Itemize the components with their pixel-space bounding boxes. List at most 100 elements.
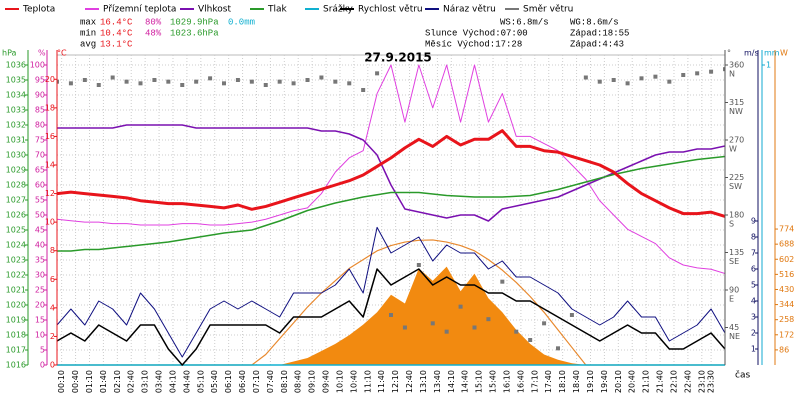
series-point (583, 75, 588, 80)
compass-label: NW (729, 107, 743, 116)
y-tick-label: 8 (50, 246, 55, 255)
x-tick-label: 04:40 (182, 370, 191, 393)
y-tick-label: 1028 (6, 181, 26, 190)
y-tick-label: 1030 (6, 151, 26, 160)
series-point (444, 329, 449, 334)
y-tick-label: 1022 (6, 271, 26, 280)
x-tick-label: 12:10 (391, 370, 400, 393)
x-tick-label: 14:40 (461, 370, 470, 393)
x-tick-label: 05:10 (196, 370, 205, 393)
stat-text: 80% (145, 17, 162, 27)
axis-unit: m/s (744, 49, 759, 58)
x-tick-label: 03:10 (141, 370, 150, 393)
astro-text: WS:6.8m/s (500, 17, 549, 27)
x-tick-label: 11:10 (363, 370, 372, 393)
y-tick-label: 12 (45, 189, 55, 198)
x-tick-label: 22:40 (683, 370, 692, 393)
y-tick-label: 602 (779, 255, 794, 264)
stat-text: max (80, 17, 96, 27)
axis-unit: ° (727, 49, 731, 58)
axis-unit: mm (764, 49, 780, 58)
series-line (57, 226, 725, 358)
y-tick-label: 10 (35, 331, 45, 340)
y-tick-label: 30 (35, 271, 45, 280)
series-point (416, 263, 421, 267)
y-tick-label: 1025 (6, 226, 26, 235)
legend-label: Náraz větru (443, 5, 496, 15)
astro-text: Slunce Východ:07:00 (425, 28, 528, 38)
series-point (556, 346, 560, 351)
axis-unit: % (38, 49, 46, 58)
series-point (695, 71, 700, 76)
series-point (375, 71, 380, 76)
series-point (180, 83, 185, 87)
y-tick-label: 1017 (6, 346, 26, 355)
y-tick-label: 65 (35, 166, 45, 175)
legend-label: Vlhkost (198, 5, 231, 15)
compass-label: E (729, 295, 734, 304)
x-tick-label: 01:40 (99, 370, 108, 393)
x-tick-label: 23:30 (707, 370, 716, 393)
series-point (333, 79, 338, 84)
x-tick-label: 13:10 (419, 370, 428, 393)
series-point (291, 81, 296, 86)
y-tick-label: 774 (779, 225, 794, 234)
series-point (458, 304, 463, 309)
astro-text: Západ:18:55 (570, 28, 629, 38)
x-tick-label: 11:40 (377, 370, 386, 393)
legend-label: Teplota (22, 5, 55, 15)
x-tick-label: 17:40 (544, 370, 553, 393)
legend-label: Přízemní teplota (103, 5, 176, 15)
series-point (402, 325, 407, 330)
series-point (222, 81, 226, 86)
legend-label: Rychlost větru (358, 5, 423, 15)
y-tick-label: 6 (751, 265, 756, 274)
series-point (263, 83, 268, 87)
y-tick-label: 10 (45, 218, 55, 227)
series-point (96, 83, 101, 87)
y-tick-label: 35 (35, 256, 45, 265)
series-point (82, 78, 87, 82)
x-tick-label: 08:10 (280, 370, 289, 393)
axis-unit: W (780, 49, 788, 58)
y-tick-label: 258 (779, 315, 794, 324)
y-tick-label: 180 (729, 211, 744, 220)
x-tick-label: 09:40 (322, 370, 331, 393)
y-tick-label: 1029 (6, 166, 26, 175)
x-tick-label: 21:40 (656, 370, 665, 393)
series-point (235, 78, 240, 82)
stat-text: 1029.9hPa (170, 17, 219, 27)
series-point (361, 88, 366, 92)
y-tick-label: 1019 (6, 316, 26, 325)
series-point (514, 329, 519, 334)
astro-text: WG:8.6m/s (570, 17, 619, 27)
x-tick-label: 20:40 (628, 370, 637, 393)
y-tick-label: 1026 (6, 211, 26, 220)
series-point (68, 81, 73, 86)
stat-text: min (80, 28, 96, 38)
compass-label: N (729, 70, 735, 79)
y-tick-label: 80 (35, 121, 45, 130)
x-tick-label: 02:10 (113, 370, 122, 393)
series-point (57, 79, 59, 84)
y-tick-label: 90 (729, 286, 739, 295)
y-tick-label: 90 (35, 91, 45, 100)
y-tick-label: 516 (779, 270, 794, 279)
y-tick-label: 95 (35, 76, 45, 85)
legend-label: Tlak (267, 5, 288, 15)
y-tick-label: 3 (751, 313, 756, 322)
legend-label: Srážky (323, 5, 354, 15)
series-point (305, 78, 310, 82)
x-tick-label: 07:10 (252, 370, 261, 393)
y-tick-label: 60 (35, 181, 45, 190)
y-tick-label: 100 (30, 61, 45, 70)
x-tick-label: 17:10 (530, 370, 539, 393)
series-line (57, 268, 725, 366)
stat-text: 16.4°C (100, 17, 133, 27)
series-point (166, 79, 171, 84)
y-tick-label: 6 (50, 275, 55, 284)
y-tick-label: 172 (779, 330, 794, 339)
series-line (57, 155, 725, 252)
y-tick-label: 1 (751, 345, 756, 354)
series-point (152, 78, 157, 82)
